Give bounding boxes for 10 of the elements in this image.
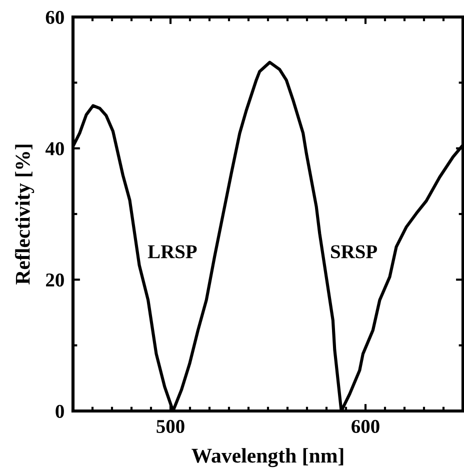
annotation: LRSP	[148, 245, 197, 258]
y-tick-label: 20	[46, 273, 64, 287]
y-axis-title: Reflectivity [%]	[14, 144, 34, 284]
x-tick-label: 600	[352, 420, 380, 434]
x-tick-label: 500	[156, 420, 184, 434]
y-tick-label: 40	[45, 142, 64, 156]
y-tick-label: 60	[46, 10, 64, 24]
annotation: SRSP	[331, 245, 378, 258]
x-axis-title: Wavelength [nm]	[192, 448, 344, 468]
y-tick-label: 0	[56, 404, 64, 418]
